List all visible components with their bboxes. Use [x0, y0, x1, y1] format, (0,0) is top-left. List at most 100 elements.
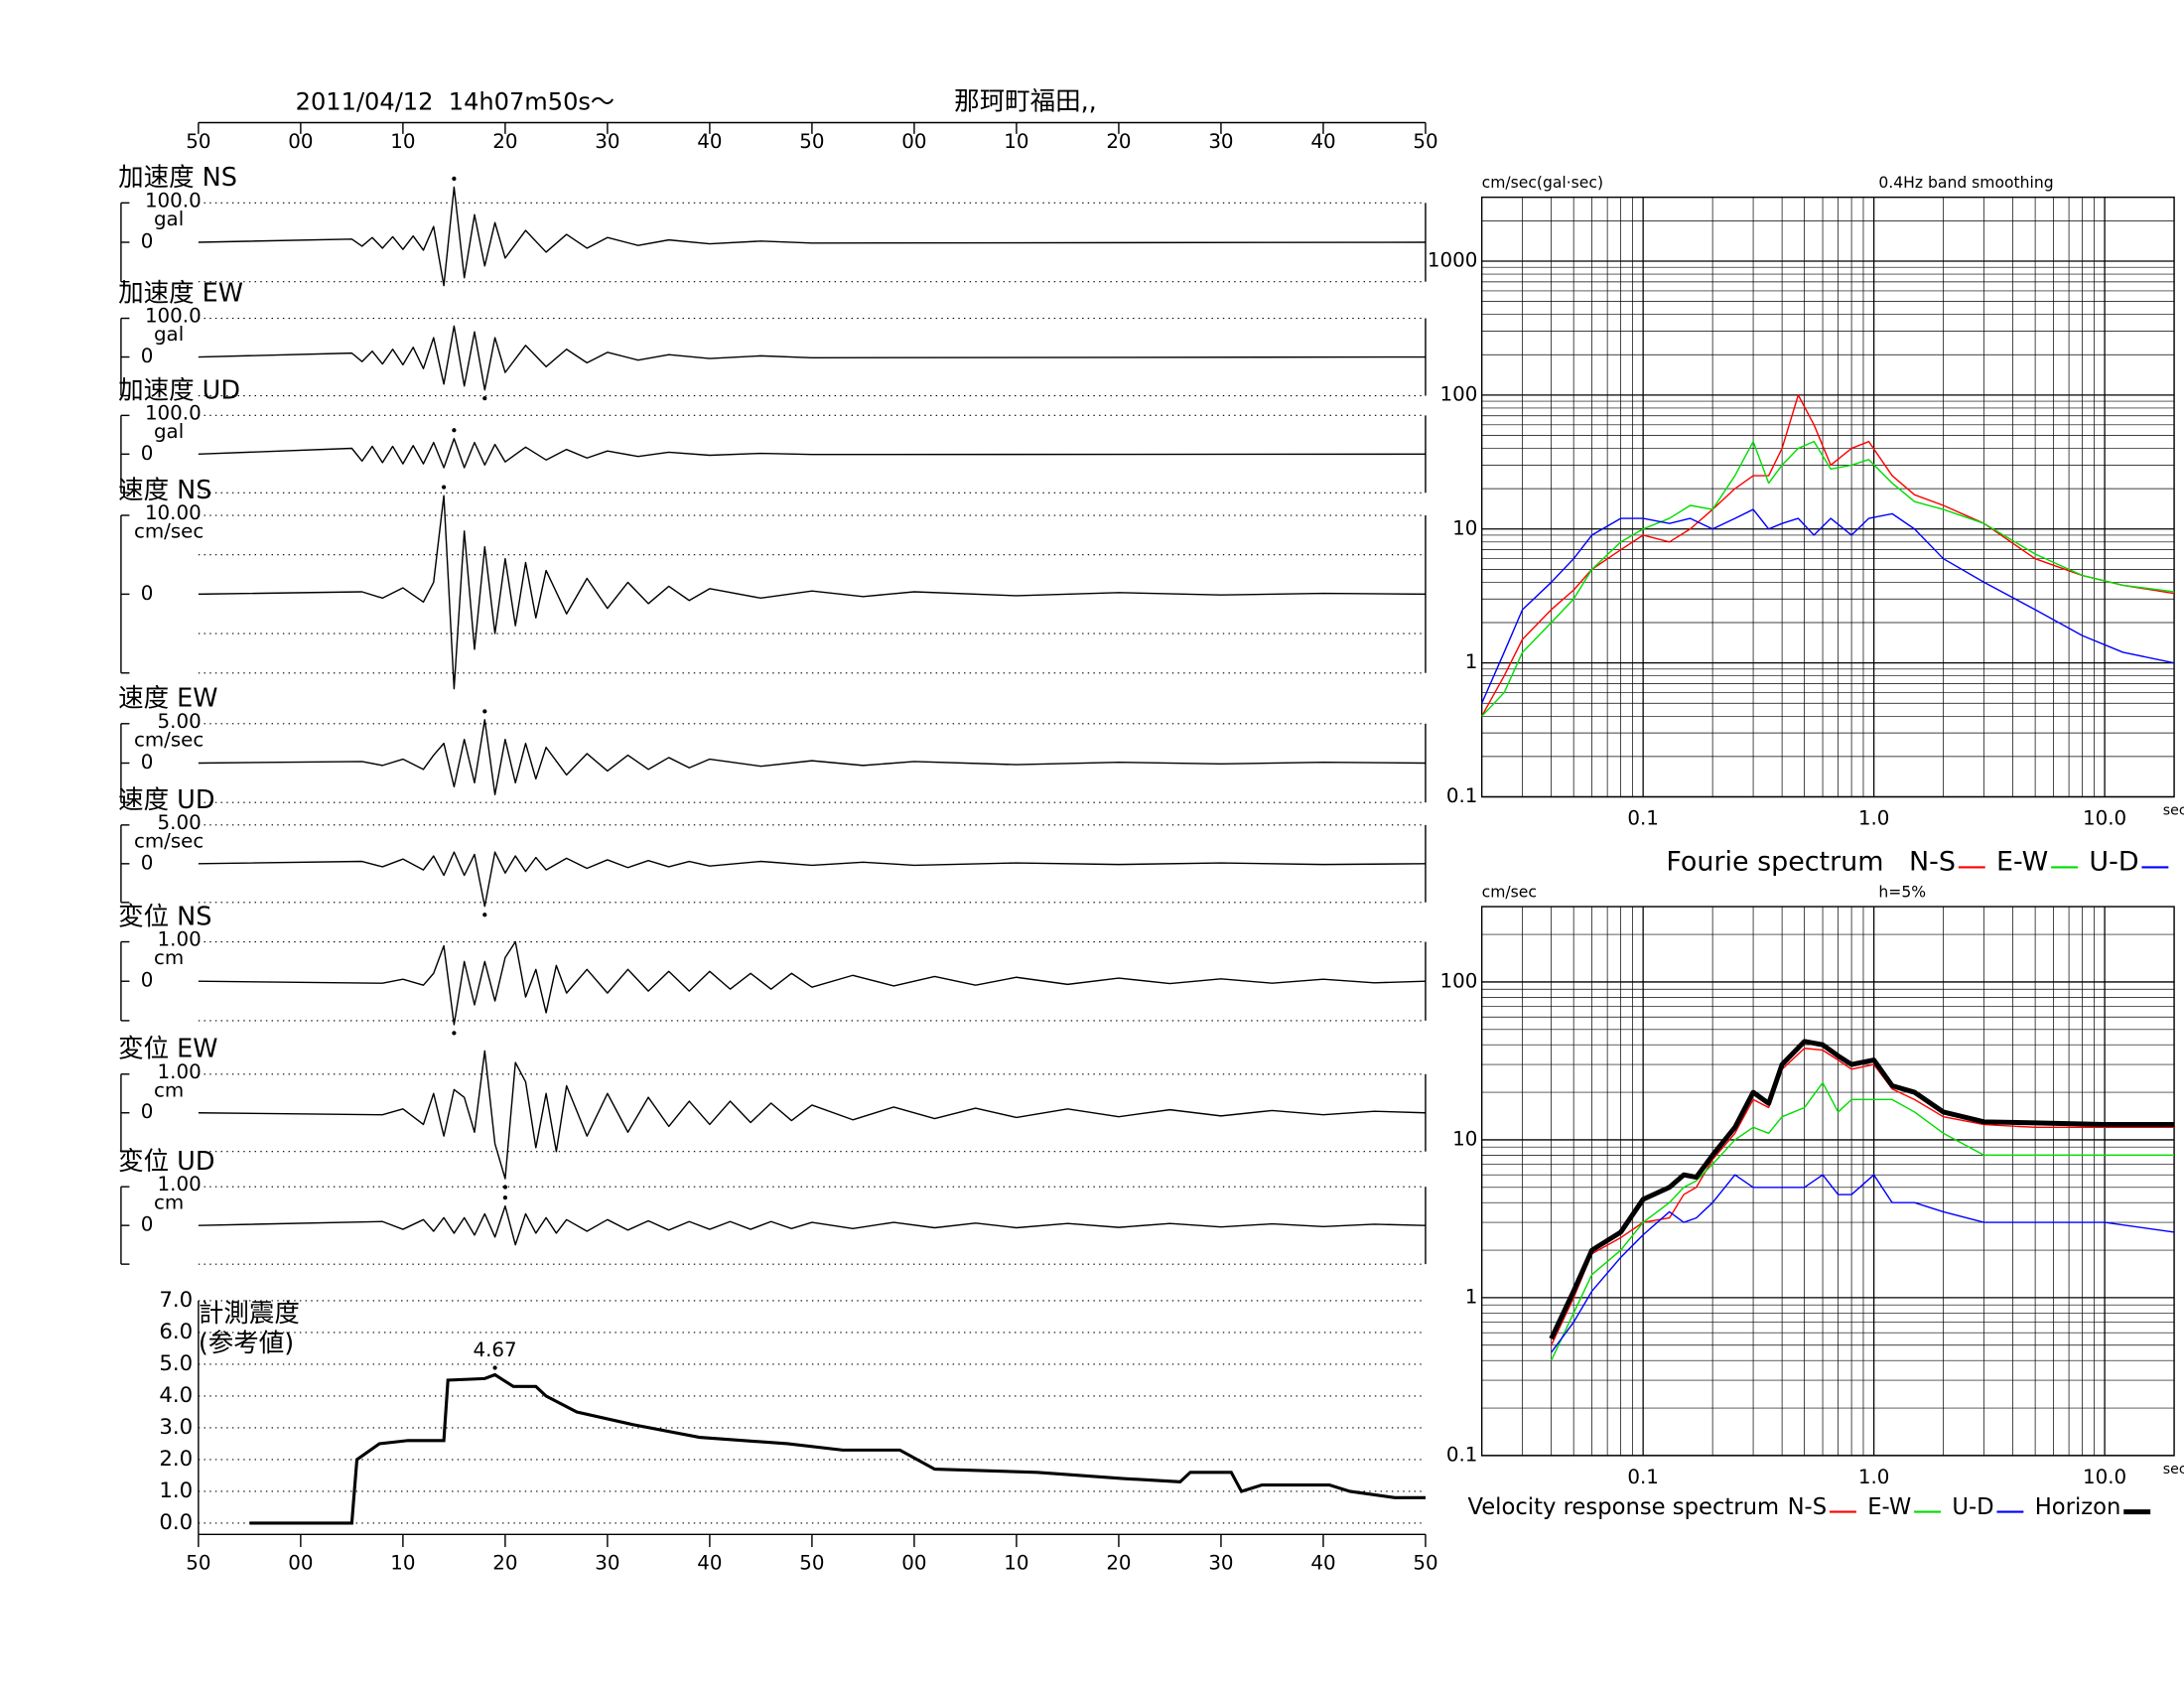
y-tick-label: 5.00 [158, 710, 202, 733]
channel-label: 速度 UD [118, 785, 214, 815]
y-tick-label: 100 [1440, 969, 1478, 992]
x-tick-label: 20 [1106, 130, 1131, 153]
x-tick-label: 10 [1004, 1552, 1028, 1575]
channel-label: 加速度 UD [118, 375, 240, 405]
y-tick-label: 0 [141, 582, 154, 605]
x-tick-label: 50 [186, 130, 210, 153]
y-axis-unit: cm/sec(gal·sec) [1482, 174, 1603, 192]
legend-title: Fourie spectrum [1666, 847, 1883, 878]
y-tick-label: 100.0 [145, 305, 202, 328]
peak-label: 4.67 [474, 1338, 517, 1361]
station-name: 那珂町福田,, [954, 87, 1097, 117]
y-tick-label: 1.00 [158, 1173, 202, 1196]
x-tick-label: 40 [1310, 130, 1335, 153]
y-tick-label: 5.00 [158, 811, 202, 834]
waveform-trace [198, 719, 1426, 795]
chart-title: 2011/04/12 14h07m50s〜 [296, 88, 614, 116]
peak-marker [452, 176, 457, 182]
peak-marker [482, 913, 487, 917]
unit-label: gal [154, 323, 184, 346]
chart-subtitle: (参考値) [199, 1329, 294, 1358]
x-tick-label: 10.0 [2083, 1466, 2126, 1488]
unit-label: cm [154, 1192, 184, 1214]
x-tick-label: 40 [697, 130, 722, 153]
x-tick-label: 20 [492, 1552, 517, 1575]
legend-label: U-D [1952, 1494, 1993, 1520]
x-tick-label: 40 [1310, 1552, 1335, 1575]
x-tick-label: 10 [390, 1552, 415, 1575]
peak-marker [502, 1185, 508, 1190]
x-tick-label: 50 [1413, 1552, 1437, 1575]
waveform-trace [198, 494, 1426, 690]
legend-label: N-S [1909, 847, 1956, 878]
waveform-trace [198, 438, 1426, 469]
waveform-trace [198, 1050, 1426, 1180]
plot-frame [1480, 906, 2175, 1457]
waveform-trace [198, 851, 1426, 908]
y-tick-label: 1.00 [158, 928, 202, 951]
x-tick-label: 40 [697, 1552, 722, 1575]
legend-title: Velocity response spectrum [1467, 1494, 1779, 1520]
channel-label: 速度 NS [118, 476, 211, 505]
x-tick-label: 30 [595, 1552, 619, 1575]
waveform-trace [198, 186, 1426, 287]
y-tick-label: 1.0 [159, 1478, 193, 1503]
peak-marker [482, 396, 487, 401]
y-tick-label: 1000 [1428, 249, 1477, 272]
y-tick-label: 0.0 [159, 1510, 193, 1535]
waveform-trace [198, 325, 1426, 391]
y-tick-label: 100 [1440, 382, 1478, 405]
y-tick-label: 2.0 [159, 1447, 193, 1472]
channel-label: 変位 NS [118, 902, 211, 931]
y-tick-label: 0 [141, 851, 154, 874]
y-tick-label: 0 [141, 1100, 154, 1123]
x-tick-label: 50 [799, 1552, 824, 1575]
y-tick-label: 5.0 [159, 1351, 193, 1376]
plot-frame [1480, 196, 2175, 798]
spectrum-line [1551, 1174, 2175, 1353]
waveform-trace [198, 940, 1426, 1026]
peak-marker [492, 1365, 497, 1370]
y-tick-label: 0 [141, 751, 154, 774]
channel-label: 変位 UD [118, 1147, 214, 1177]
spectrum-line [1549, 1039, 2175, 1340]
legend-label: Horizon [2035, 1494, 2121, 1520]
y-tick-label: 10 [1452, 1127, 1477, 1150]
channel-label: 加速度 NS [118, 163, 237, 193]
x-axis-unit: sec [2163, 1462, 2184, 1477]
legend-label: N-S [1788, 1494, 1828, 1520]
unit-label: cm/sec [134, 829, 204, 852]
x-tick-label: 30 [1208, 130, 1233, 153]
x-tick-label: 00 [901, 1552, 926, 1575]
unit-label: gal [154, 208, 184, 230]
unit-label: cm/sec [134, 520, 204, 543]
x-tick-label: 10.0 [2083, 807, 2126, 830]
spectrum-line [1550, 1081, 2175, 1361]
x-tick-label: 30 [1208, 1552, 1233, 1575]
x-tick-label: 1.0 [1858, 807, 1890, 830]
y-tick-label: 3.0 [159, 1415, 193, 1440]
y-tick-label: 0 [141, 1213, 154, 1236]
peak-marker [452, 1031, 457, 1036]
annotation: h=5% [1878, 883, 1926, 901]
channel-label: 速度 EW [118, 684, 217, 714]
y-tick-label: 0 [141, 969, 154, 992]
unit-label: cm/sec [134, 728, 204, 751]
x-tick-label: 00 [288, 1552, 313, 1575]
y-tick-label: 1 [1465, 1285, 1478, 1308]
y-tick-label: 0.1 [1446, 784, 1478, 807]
channel-label: 変位 EW [118, 1035, 217, 1064]
y-tick-label: 10.00 [145, 501, 202, 524]
channel-label: 加速度 EW [118, 278, 243, 308]
peak-marker [482, 709, 487, 714]
x-tick-label: 1.0 [1858, 1466, 1890, 1488]
y-tick-label: 4.0 [159, 1383, 193, 1408]
x-tick-label: 50 [186, 1552, 210, 1575]
unit-label: cm [154, 946, 184, 969]
y-tick-label: 10 [1452, 516, 1477, 539]
y-tick-label: 0 [141, 345, 154, 367]
x-tick-label: 10 [390, 130, 415, 153]
x-tick-label: 20 [1106, 1552, 1131, 1575]
intensity-line [249, 1372, 1426, 1525]
